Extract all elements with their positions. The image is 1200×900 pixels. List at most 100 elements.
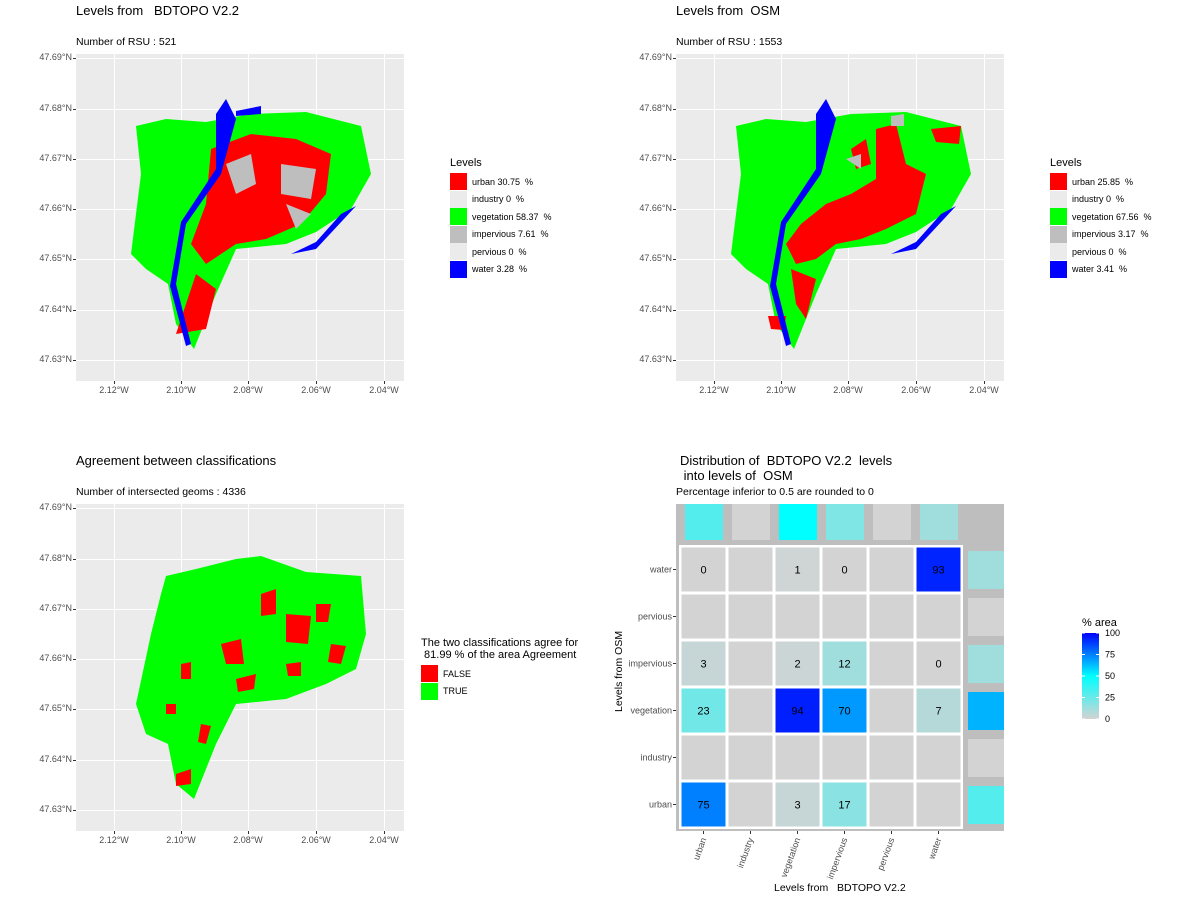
legend-agreement: The two classifications agree for 81.99 … bbox=[421, 637, 578, 700]
legend-item: FALSE bbox=[421, 665, 578, 683]
legend-item: urban 30.75 % bbox=[450, 173, 552, 191]
heatmap-right-marginal bbox=[968, 739, 1004, 777]
x-tick-label: 2.06°W bbox=[301, 835, 331, 845]
y-tick-label: 47.67°N bbox=[39, 152, 72, 163]
map-osm-shapes bbox=[731, 99, 971, 349]
x-tick bbox=[248, 831, 249, 834]
heatmap-y-tick-label: pervious bbox=[638, 612, 673, 622]
heatmap-cell bbox=[822, 641, 867, 686]
heatmap-right-marginal bbox=[968, 692, 1004, 730]
heatmap-cell bbox=[681, 594, 726, 639]
gridline-horizontal bbox=[676, 108, 1004, 110]
map-title-osm: Levels from OSM bbox=[676, 3, 781, 18]
heatmap-cell bbox=[869, 547, 914, 592]
heatmap-x-tick-label: industry bbox=[735, 836, 755, 870]
heatmap-cell bbox=[822, 688, 867, 733]
gridline-horizontal bbox=[676, 309, 1004, 311]
y-tick bbox=[73, 608, 76, 610]
y-tick bbox=[73, 658, 76, 660]
heatmap-y-tick-label: vegetation bbox=[630, 706, 672, 716]
x-tick bbox=[114, 381, 115, 384]
y-tick bbox=[73, 360, 76, 361]
heatmap-top-marginal bbox=[920, 504, 958, 540]
heatmap-cell bbox=[916, 594, 961, 639]
heatmap-cell bbox=[822, 547, 867, 592]
legend-swatch bbox=[1050, 173, 1067, 191]
heatmap-cell-label: 75 bbox=[697, 800, 709, 812]
heatmap-cell-label: 70 bbox=[838, 706, 850, 718]
x-tick-label: 2.06°W bbox=[901, 385, 931, 395]
heatmap-right-marginal bbox=[968, 786, 1004, 824]
legend-osm: Levels urban 25.85 % industry 0 % vegeta… bbox=[1050, 157, 1152, 278]
heatmap-cell-label: 93 bbox=[932, 565, 944, 577]
y-tick-label: 47.67°N bbox=[639, 152, 672, 163]
gridline-horizontal bbox=[76, 309, 404, 311]
legend-swatch bbox=[450, 260, 467, 278]
heatmap-subtitle: Percentage inferior to 0.5 are rounded t… bbox=[676, 486, 874, 498]
legend-swatch bbox=[450, 243, 467, 261]
legend-swatch bbox=[450, 225, 467, 243]
heatmap-x-tick-label: pervious bbox=[875, 836, 896, 872]
x-tick-label: 2.08°W bbox=[233, 835, 263, 845]
gridline-horizontal bbox=[76, 759, 404, 761]
heatmap-cell bbox=[728, 782, 773, 827]
map-plot-osm bbox=[676, 54, 1004, 381]
y-tick-label: 47.64°N bbox=[639, 303, 672, 314]
legend-bdtopo: Levels urban 30.75 % industry 0 % vegeta… bbox=[450, 157, 552, 278]
heatmap-cell bbox=[869, 688, 914, 733]
legend-item: water 3.41 % bbox=[1050, 260, 1152, 279]
heatmap-colorbar-label: 50 bbox=[1105, 671, 1115, 681]
legend-swatch bbox=[450, 190, 467, 208]
x-tick bbox=[384, 831, 385, 834]
heatmap-y-tick-label: industry bbox=[640, 753, 672, 763]
gridline-horizontal bbox=[76, 508, 404, 509]
heatmap-cell bbox=[869, 735, 914, 780]
legend-label: water 3.41 % bbox=[1072, 264, 1128, 275]
heatmap-cell bbox=[728, 594, 773, 639]
heatmap-cell bbox=[822, 594, 867, 639]
x-tick bbox=[384, 381, 385, 384]
x-tick-label: 2.12°W bbox=[699, 385, 729, 395]
legend-swatch bbox=[1050, 208, 1067, 226]
heatmap-cell bbox=[681, 688, 726, 733]
heatmap-cell bbox=[775, 547, 820, 592]
heatmap-cell bbox=[869, 594, 914, 639]
x-tick-label: 2.10°W bbox=[766, 385, 796, 395]
y-tick-label: 47.69°N bbox=[39, 52, 72, 62]
legend-item: pervious 0 % bbox=[1050, 243, 1152, 261]
legend-item: urban 25.85 % bbox=[1050, 173, 1152, 191]
gridline-vertical bbox=[384, 504, 385, 831]
heatmap-background bbox=[676, 504, 1004, 831]
y-tick bbox=[73, 158, 76, 160]
map-plot-agreement bbox=[76, 504, 404, 831]
heatmap-top-marginal bbox=[873, 504, 911, 540]
gridline-horizontal bbox=[76, 360, 404, 361]
y-tick-label: 47.68°N bbox=[39, 102, 72, 113]
heatmap-cell-label: 7 bbox=[935, 706, 941, 718]
gridline-horizontal bbox=[76, 259, 404, 260]
heatmap-cell bbox=[681, 641, 726, 686]
heatmap-colorbar-label: 25 bbox=[1105, 693, 1115, 703]
heatmap-cell bbox=[822, 735, 867, 780]
y-tick bbox=[73, 259, 76, 260]
heatmap-x-axis-title: Levels from BDTOPO V2.2 bbox=[774, 882, 906, 894]
heatmap-y-tick-label: urban bbox=[649, 800, 672, 810]
heatmap-colorbar bbox=[1082, 633, 1099, 719]
map-title-bdtopo: Levels from BDTOPO V2.2 bbox=[76, 3, 240, 18]
heatmap-cell bbox=[916, 688, 961, 733]
x-tick bbox=[114, 831, 115, 834]
legend-swatch bbox=[421, 682, 438, 700]
map-subtitle-bdtopo: Number of RSU : 521 bbox=[76, 36, 177, 48]
heatmap-x-tick-label: vegetation bbox=[779, 836, 803, 878]
y-tick bbox=[73, 810, 76, 811]
y-tick bbox=[673, 108, 676, 110]
y-tick bbox=[73, 58, 76, 59]
map-plot-bdtopo bbox=[76, 54, 404, 381]
legend-label: water 3.28 % bbox=[472, 264, 528, 275]
legend-label: vegetation 58.37 % bbox=[472, 211, 552, 222]
legend-item: vegetation 58.37 % bbox=[450, 208, 552, 226]
legend-item: impervious 7.61 % bbox=[450, 225, 552, 244]
y-tick-label: 47.63°N bbox=[39, 354, 72, 364]
gridline-horizontal bbox=[76, 810, 404, 811]
heatmap-cell-label: 1 bbox=[794, 565, 800, 577]
